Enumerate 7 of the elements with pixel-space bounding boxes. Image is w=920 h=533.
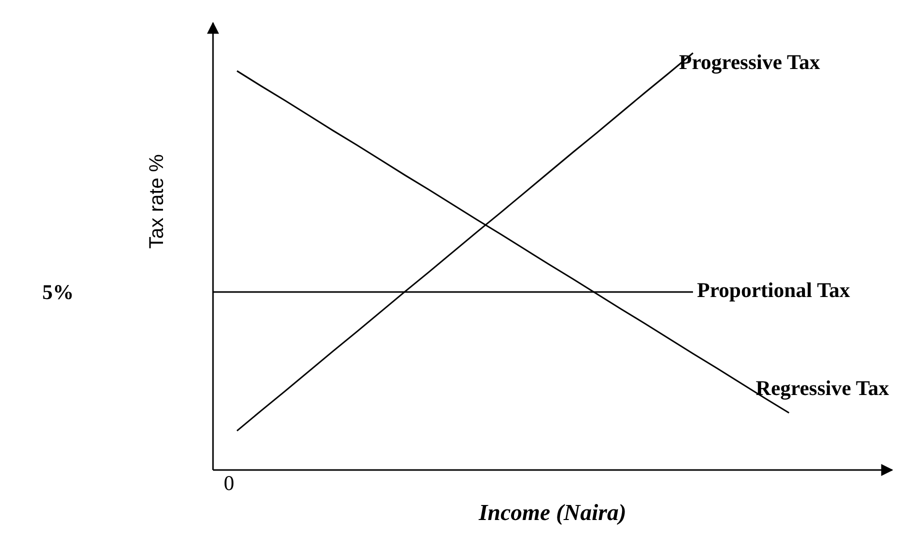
y-axis-title: Tax rate % bbox=[146, 154, 168, 249]
text: 5% bbox=[42, 280, 74, 304]
text: 0 bbox=[224, 471, 234, 495]
series-label: Progressive Tax bbox=[679, 50, 820, 74]
series-label: Proportional Tax bbox=[697, 278, 851, 302]
series-label: Regressive Tax bbox=[756, 376, 890, 400]
x-axis-title: Income (Naira) bbox=[478, 500, 626, 525]
